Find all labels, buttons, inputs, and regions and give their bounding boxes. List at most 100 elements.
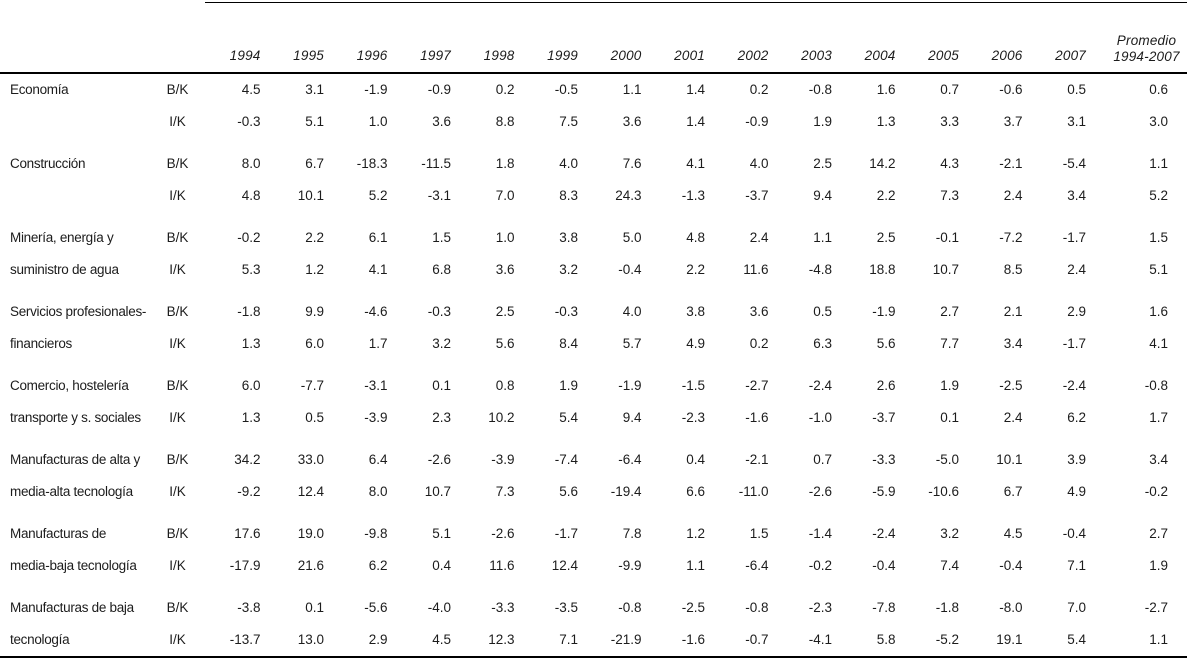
data-cell: 3.6 bbox=[749, 304, 769, 319]
ratio-label: B/K bbox=[166, 378, 189, 393]
data-cell: 4.5 bbox=[1003, 526, 1023, 541]
data-cell: 34.2 bbox=[234, 452, 261, 467]
data-cell: -0.5 bbox=[554, 82, 578, 97]
data-cell: -3.7 bbox=[745, 188, 769, 203]
data-cell: 5.8 bbox=[876, 632, 896, 647]
table-row: Servicios profesionales- financieros B/K -… bbox=[0, 296, 1187, 351]
data-cell: -3.1 bbox=[427, 188, 451, 203]
year-header-1996: 1996 bbox=[332, 2, 396, 74]
data-cell: 7.5 bbox=[559, 114, 578, 129]
sector-header-spacer bbox=[0, 2, 150, 74]
data-cell: 6.0 bbox=[241, 378, 261, 393]
data-cell: -3.7 bbox=[872, 410, 896, 425]
sector-label: Manufacturas de baja tecnología bbox=[10, 600, 134, 647]
table-row: Economía B/K 4.5 3.1 -1.9 -0.9 0.2 -0.5 1.1 1.4 0.… bbox=[0, 73, 1187, 106]
group-spacer bbox=[0, 138, 1187, 148]
table-row: I/K 1.3 6.0 1.7 3.2 5.6 8.4 5.7 4.9 0.2 6.3 5.6 7.7 3… bbox=[0, 328, 1187, 360]
ratio-label: I/K bbox=[169, 336, 186, 351]
data-cell: 3.4 bbox=[1003, 336, 1023, 351]
data-cell: 9.4 bbox=[813, 188, 832, 203]
year-header-2006: 2006 bbox=[967, 2, 1031, 74]
year-header-1999: 1999 bbox=[522, 2, 586, 74]
table-row: I/K -9.2 12.4 8.0 10.7 7.3 5.6 -19.4 6.6 -11.0 -2.… bbox=[0, 476, 1187, 508]
data-cell: 2.7 bbox=[940, 304, 959, 319]
data-cell: -3.1 bbox=[364, 378, 388, 393]
data-cell: 1.6 bbox=[876, 82, 896, 97]
data-cell: 6.7 bbox=[1003, 484, 1023, 499]
data-cell: -0.2 bbox=[237, 230, 261, 245]
data-cell: -2.6 bbox=[808, 484, 832, 499]
data-cell: 4.5 bbox=[241, 82, 261, 97]
data-cell: -2.4 bbox=[872, 526, 896, 541]
data-cell: 7.3 bbox=[495, 484, 515, 499]
table-row: I/K 5.3 1.2 4.1 6.8 3.6 3.2 -0.4 2.2 11.6 -4.8 18.8… bbox=[0, 254, 1187, 286]
data-cell: -11.5 bbox=[421, 156, 451, 171]
ratio-header-spacer bbox=[150, 2, 205, 74]
data-cell: 5.4 bbox=[559, 410, 578, 425]
data-cell: 4.3 bbox=[940, 156, 959, 171]
data-cell: 3.1 bbox=[1067, 114, 1086, 129]
data-cell: 7.4 bbox=[940, 558, 959, 573]
data-cell: 2.5 bbox=[813, 156, 832, 171]
data-cell: -2.7 bbox=[1144, 600, 1168, 615]
data-cell: -1.5 bbox=[681, 378, 705, 393]
sector-label: Manufacturas de alta y media-alta tecnol… bbox=[10, 452, 140, 499]
data-cell: -10.6 bbox=[928, 484, 959, 499]
data-cell: -0.9 bbox=[427, 82, 451, 97]
data-cell: -0.8 bbox=[618, 600, 642, 615]
group-spacer-cell bbox=[0, 286, 1187, 296]
data-cell: 0.2 bbox=[749, 82, 769, 97]
table-row: I/K -0.3 5.1 1.0 3.6 8.8 7.5 3.6 1.4 -0.9 1.9 1.3 3.… bbox=[0, 106, 1187, 138]
ratio-label: I/K bbox=[169, 632, 186, 647]
data-cell: -0.3 bbox=[554, 304, 578, 319]
data-cell: 9.9 bbox=[305, 304, 324, 319]
data-cell: 6.0 bbox=[305, 336, 324, 351]
data-cell: 1.1 bbox=[686, 558, 705, 573]
data-cell: 7.3 bbox=[940, 188, 959, 203]
table-row: Construcción B/K 8.0 6.7 -18.3 -11.5 1.8 4.0 7.6… bbox=[0, 148, 1187, 180]
data-cell: 3.7 bbox=[1003, 114, 1023, 129]
data-cell: 2.2 bbox=[686, 262, 705, 277]
data-cell: -0.1 bbox=[935, 230, 959, 245]
year-header-2003: 2003 bbox=[776, 2, 840, 74]
data-cell: 19.1 bbox=[996, 632, 1023, 647]
data-cell: 5.4 bbox=[1067, 632, 1086, 647]
ratio-label: B/K bbox=[166, 452, 189, 467]
data-cell: -2.4 bbox=[808, 378, 832, 393]
data-cell: 3.0 bbox=[1149, 114, 1168, 129]
data-cell: 6.2 bbox=[368, 558, 388, 573]
sector-label: Servicios profesionales- financieros bbox=[10, 304, 147, 351]
data-cell: -6.4 bbox=[745, 558, 769, 573]
data-cell: -1.6 bbox=[681, 632, 705, 647]
sector-label: Manufacturas de media-baja tecnología bbox=[10, 526, 137, 573]
data-cell: 2.1 bbox=[1003, 304, 1023, 319]
data-cell: -7.4 bbox=[554, 452, 578, 467]
data-cell: 5.6 bbox=[876, 336, 896, 351]
data-cell: -4.6 bbox=[364, 304, 388, 319]
table-row: Manufacturas de alta y media-alta tecnol… bbox=[0, 444, 1187, 499]
data-cell: 2.9 bbox=[368, 632, 388, 647]
data-cell: -6.4 bbox=[618, 452, 642, 467]
data-cell: -2.1 bbox=[745, 452, 769, 467]
group-spacer-cell bbox=[0, 434, 1187, 444]
data-cell: -7.2 bbox=[999, 230, 1023, 245]
data-cell: -9.2 bbox=[237, 484, 261, 499]
data-cell: 0.1 bbox=[432, 378, 451, 393]
data-cell: 24.3 bbox=[615, 188, 642, 203]
data-cell: 5.1 bbox=[1149, 262, 1168, 277]
data-cell: -0.4 bbox=[999, 558, 1023, 573]
data-cell: 2.4 bbox=[749, 230, 769, 245]
data-cell: -1.3 bbox=[681, 188, 705, 203]
data-cell: -0.2 bbox=[808, 558, 832, 573]
data-cell: -2.7 bbox=[745, 378, 769, 393]
data-cell: 1.4 bbox=[686, 82, 705, 97]
data-cell: 11.6 bbox=[743, 262, 769, 277]
data-cell: 1.5 bbox=[749, 526, 769, 541]
data-cell: 4.8 bbox=[241, 188, 261, 203]
data-cell: 0.4 bbox=[686, 452, 705, 467]
data-cell: -1.7 bbox=[1062, 336, 1086, 351]
data-cell: 2.3 bbox=[432, 410, 451, 425]
group-spacer bbox=[0, 434, 1187, 444]
data-cell: -5.9 bbox=[872, 484, 896, 499]
